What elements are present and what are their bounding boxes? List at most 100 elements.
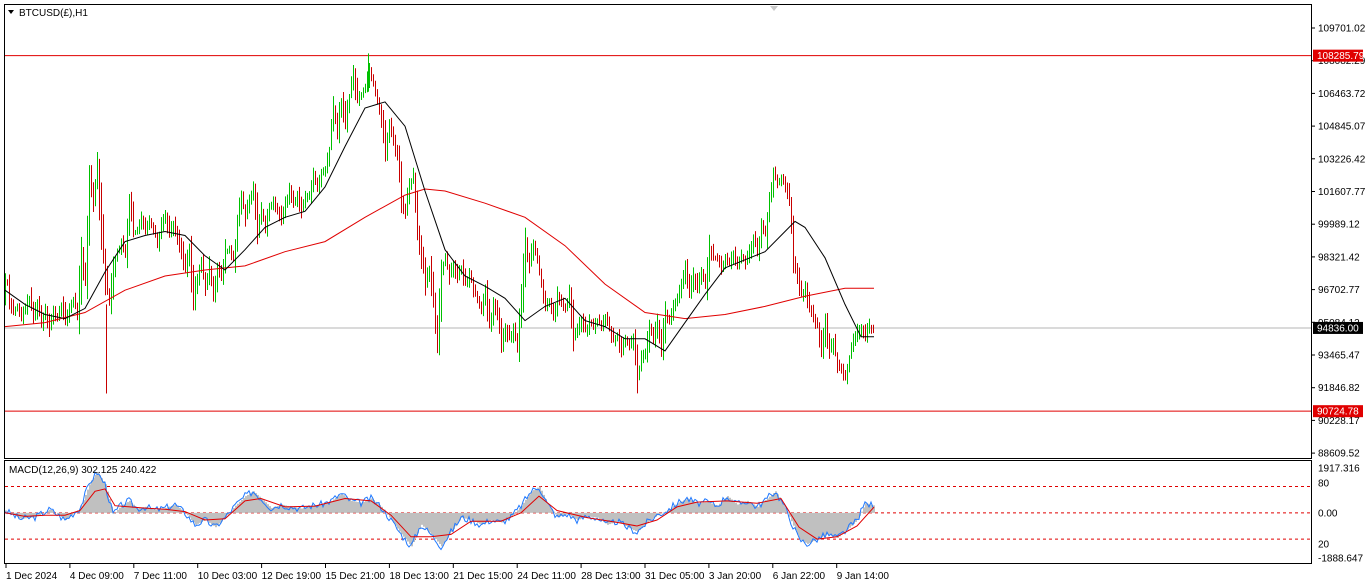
histogram-bar	[789, 512, 791, 517]
histogram-bar	[311, 505, 313, 513]
histogram-bar	[249, 493, 251, 513]
histogram-bar	[861, 511, 863, 513]
histogram-bar	[377, 503, 379, 513]
histogram-bar	[171, 505, 173, 513]
histogram-bar	[427, 512, 429, 531]
histogram-bar	[785, 507, 787, 513]
histogram-bar	[675, 504, 677, 513]
histogram-bar	[547, 503, 549, 513]
histogram-bar	[697, 503, 699, 513]
histogram-bar	[769, 496, 771, 513]
histogram-bar	[451, 512, 453, 532]
time-axis-label: 4 Dec 09:00	[70, 571, 124, 582]
histogram-bar	[125, 503, 127, 513]
histogram-bar	[425, 512, 427, 529]
histogram-bar	[773, 493, 775, 513]
histogram-bar	[367, 500, 369, 513]
histogram-bar	[505, 512, 507, 521]
histogram-bar	[119, 507, 121, 513]
histogram-bar	[447, 512, 449, 538]
histogram-bar	[325, 503, 327, 513]
histogram-bar	[751, 503, 753, 513]
histogram-bar	[843, 512, 845, 533]
histogram-bar	[279, 505, 281, 513]
main-chart-frame[interactable]	[4, 4, 1312, 459]
histogram-bar	[371, 498, 373, 513]
histogram-bar	[379, 505, 381, 513]
histogram-bar	[709, 502, 711, 513]
histogram-bar	[197, 512, 199, 524]
histogram-bar	[659, 512, 661, 515]
histogram-bar	[723, 499, 725, 513]
histogram-bar	[403, 512, 405, 537]
histogram-bar	[439, 512, 441, 544]
time-axis-label: 31 Dec 05:00	[645, 571, 705, 582]
histogram-bar	[165, 508, 167, 513]
histogram-bar	[605, 512, 607, 524]
level-price-tag	[1313, 49, 1363, 62]
histogram-bar	[215, 512, 217, 528]
macd-frame[interactable]	[4, 460, 1312, 564]
histogram-bar	[765, 500, 767, 513]
histogram-bar	[29, 512, 31, 518]
histogram-bar	[83, 500, 85, 513]
scroll-marker-icon[interactable]	[770, 6, 778, 11]
histogram-bar	[327, 502, 329, 513]
histogram-bar	[573, 512, 575, 518]
histogram-bar	[801, 512, 803, 541]
histogram-bar	[143, 507, 145, 513]
histogram-bar	[519, 507, 521, 513]
price-axis-label: 104845.07	[1318, 122, 1366, 133]
time-axis-label: 24 Dec 11:00	[517, 571, 576, 582]
histogram-bar	[105, 484, 107, 513]
histogram-bar	[525, 499, 527, 513]
histogram-bar	[703, 502, 705, 513]
histogram-bar	[453, 512, 455, 530]
histogram-bar	[227, 512, 229, 516]
histogram-bar	[191, 512, 193, 521]
histogram-bar	[457, 512, 459, 524]
histogram-bar	[469, 512, 471, 520]
histogram-bar	[413, 512, 415, 543]
histogram-bar	[553, 511, 555, 513]
histogram-bar	[407, 512, 409, 542]
histogram-bar	[163, 508, 165, 513]
histogram-bar	[201, 512, 203, 522]
histogram-bar	[543, 494, 545, 513]
histogram-bar	[219, 512, 221, 524]
histogram-bar	[351, 500, 353, 513]
histogram-bar	[473, 512, 475, 521]
histogram-bar	[837, 512, 839, 538]
histogram-bar	[737, 504, 739, 513]
histogram-bar	[855, 512, 857, 522]
histogram-bar	[777, 494, 779, 513]
price-axis-label: 106463.72	[1318, 89, 1366, 100]
histogram-bar	[813, 512, 815, 542]
time-axis-label: 1 Dec 2024	[6, 571, 58, 582]
price-axis-label: 109701.02	[1318, 24, 1366, 35]
histogram-bar	[401, 512, 403, 535]
histogram-bar	[811, 512, 813, 543]
histogram-bar	[237, 503, 239, 513]
histogram-bar	[355, 501, 357, 513]
histogram-bar	[243, 498, 245, 513]
histogram-bar	[739, 503, 741, 513]
histogram-bar	[123, 504, 125, 513]
histogram-bar	[721, 501, 723, 513]
histogram-bar	[63, 512, 65, 519]
histogram-bar	[581, 512, 583, 519]
histogram-bar	[817, 512, 819, 540]
histogram-bar	[863, 507, 865, 513]
slow-moving-average-line	[4, 188, 874, 328]
histogram-bar	[329, 501, 331, 513]
histogram-bar	[65, 512, 67, 521]
chart-menu-triangle-icon[interactable]	[8, 10, 14, 14]
histogram-bar	[645, 512, 647, 525]
histogram-bar	[483, 512, 485, 524]
histogram-bar	[49, 509, 51, 513]
histogram-bar	[265, 502, 267, 513]
histogram-bar	[263, 500, 265, 513]
histogram-bar	[255, 493, 257, 513]
histogram-bar	[121, 505, 123, 513]
